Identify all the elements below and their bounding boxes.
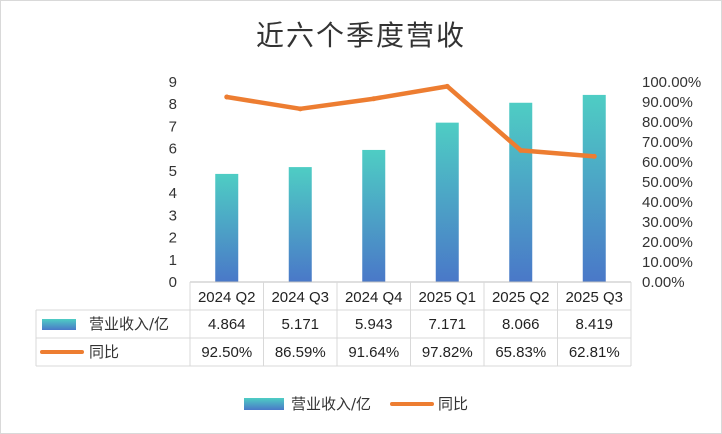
category-label: 2024 Q4: [345, 289, 403, 306]
left-axis: 0 1 2 3 4 5 6 7 8 9: [169, 74, 177, 291]
right-tick-label: 90.00%: [642, 94, 693, 111]
table-cell: 5.943: [355, 316, 393, 333]
bar: [509, 102, 533, 282]
series-row-label: 同比: [89, 343, 119, 361]
table-cell: 62.81%: [569, 344, 620, 361]
legend-label: 同比: [438, 395, 468, 413]
legend: 营业收入/亿 同比: [244, 395, 468, 413]
left-tick-label: 7: [169, 118, 177, 135]
legend-bar-key: [244, 398, 284, 410]
category-label: 2025 Q3: [565, 289, 623, 306]
data-table: 2024 Q2 2024 Q3 2024 Q4 2025 Q1 2025 Q2 2025 …: [35, 281, 632, 367]
right-tick-label: 20.00%: [642, 234, 693, 251]
table-cell: 8.419: [575, 316, 613, 333]
right-axis: 0.00% 10.00% 20.00% 30.00% 40.00% 50.00% 60.00…: [642, 74, 701, 291]
line-series: [224, 83, 597, 159]
table-cell: 92.50%: [201, 344, 252, 361]
left-tick-label: 5: [169, 163, 177, 180]
table-cell: 97.82%: [422, 344, 473, 361]
table-cell: 65.83%: [495, 344, 546, 361]
left-tick-label: 2: [169, 230, 177, 247]
line-point: [224, 94, 230, 100]
legend-label: 营业收入/亿: [291, 395, 371, 413]
table-cell: 5.171: [281, 316, 319, 333]
left-tick-label: 8: [169, 96, 177, 113]
left-tick-label: 9: [169, 74, 177, 91]
left-tick-label: 3: [169, 207, 177, 224]
bar: [288, 167, 312, 282]
right-tick-label: 10.00%: [642, 254, 693, 271]
right-tick-label: 0.00%: [642, 274, 685, 291]
table-legend-bar-key: [42, 319, 76, 330]
table-cell: 4.864: [208, 316, 246, 333]
line-point: [591, 153, 597, 159]
bar: [435, 122, 459, 283]
left-tick-label: 6: [169, 141, 177, 158]
line-point: [371, 96, 377, 102]
chart-title: 近六个季度营收: [255, 19, 466, 52]
table-cell: 8.066: [502, 316, 540, 333]
right-tick-label: 70.00%: [642, 134, 693, 151]
line-point: [297, 106, 303, 112]
left-tick-label: 4: [169, 185, 177, 202]
left-tick-label: 0: [169, 274, 177, 291]
line-point: [444, 83, 450, 89]
right-tick-label: 30.00%: [642, 214, 693, 231]
right-tick-label: 100.00%: [642, 74, 701, 91]
right-tick-label: 40.00%: [642, 194, 693, 211]
line-point: [518, 147, 524, 153]
category-label: 2025 Q1: [418, 289, 476, 306]
bar-series: [215, 94, 606, 283]
right-tick-label: 50.00%: [642, 174, 693, 191]
left-tick-label: 1: [169, 252, 177, 269]
table-cell: 91.64%: [348, 344, 399, 361]
category-label: 2024 Q2: [198, 289, 256, 306]
right-tick-label: 60.00%: [642, 154, 693, 171]
series-row-label: 营业收入/亿: [89, 315, 169, 333]
category-label: 2024 Q3: [271, 289, 329, 306]
category-label: 2025 Q2: [492, 289, 550, 306]
line-path: [224, 84, 597, 159]
bar: [362, 149, 386, 282]
bar: [582, 94, 606, 283]
right-tick-label: 80.00%: [642, 114, 693, 131]
table-cell: 86.59%: [275, 344, 326, 361]
bar: [215, 173, 239, 282]
table-cell: 7.171: [428, 316, 466, 333]
